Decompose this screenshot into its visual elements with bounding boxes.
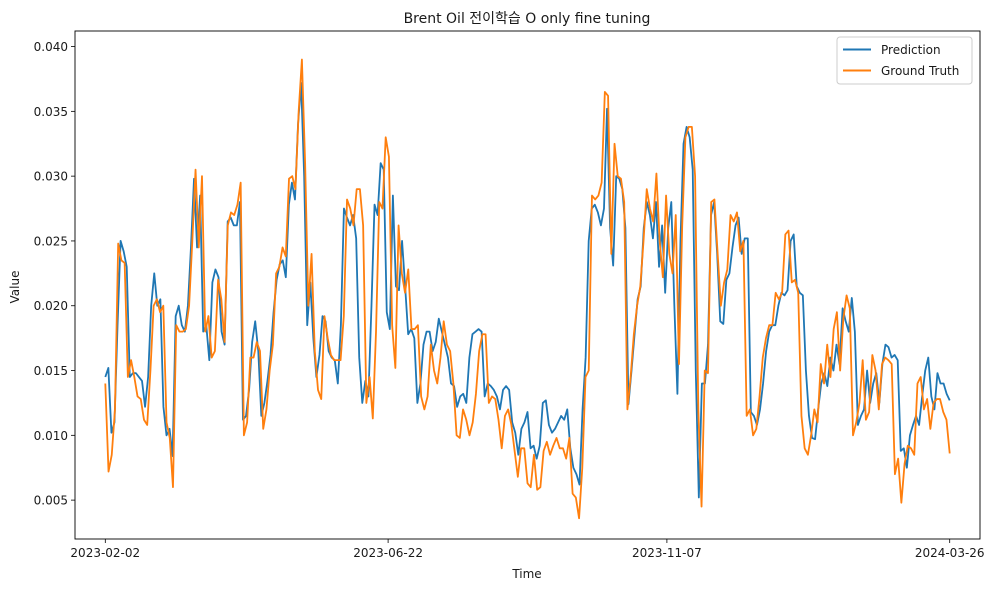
y-tick-label: 0.005 <box>34 494 68 508</box>
y-tick-label: 0.040 <box>34 40 68 54</box>
x-tick-label: 2023-06-22 <box>353 546 423 560</box>
y-tick-label: 0.030 <box>34 170 68 184</box>
x-tick-label: 2023-11-07 <box>632 546 702 560</box>
series-line-prediction <box>104 81 951 499</box>
y-axis: 0.005 0.010 0.015 0.020 0.025 0.030 0.035 0.040 <box>34 40 75 508</box>
y-tick-label: 0.015 <box>34 364 68 378</box>
plot-frame <box>74 30 981 540</box>
series-line-ground-truth <box>104 58 951 520</box>
y-tick-label: 0.025 <box>34 234 68 248</box>
y-tick-label: 0.035 <box>34 105 68 119</box>
series-layer <box>104 58 951 520</box>
chart-title: Brent Oil 전이학습 O only fine tuning <box>404 11 651 27</box>
legend: Prediction Ground Truth <box>836 36 973 85</box>
legend-label-ground-truth: Ground Truth <box>881 64 959 78</box>
x-axis: 2023-02-02 2023-06-22 2023-11-07 2024-03-26 <box>70 539 985 560</box>
y-axis-label: Value <box>8 271 22 304</box>
x-tick-label: 2023-02-02 <box>70 546 140 560</box>
y-tick-label: 0.020 <box>34 299 68 313</box>
y-tick-label: 0.010 <box>34 429 68 443</box>
legend-label-prediction: Prediction <box>881 43 941 57</box>
x-axis-label: Time <box>511 567 541 581</box>
x-tick-label: 2024-03-26 <box>915 546 985 560</box>
